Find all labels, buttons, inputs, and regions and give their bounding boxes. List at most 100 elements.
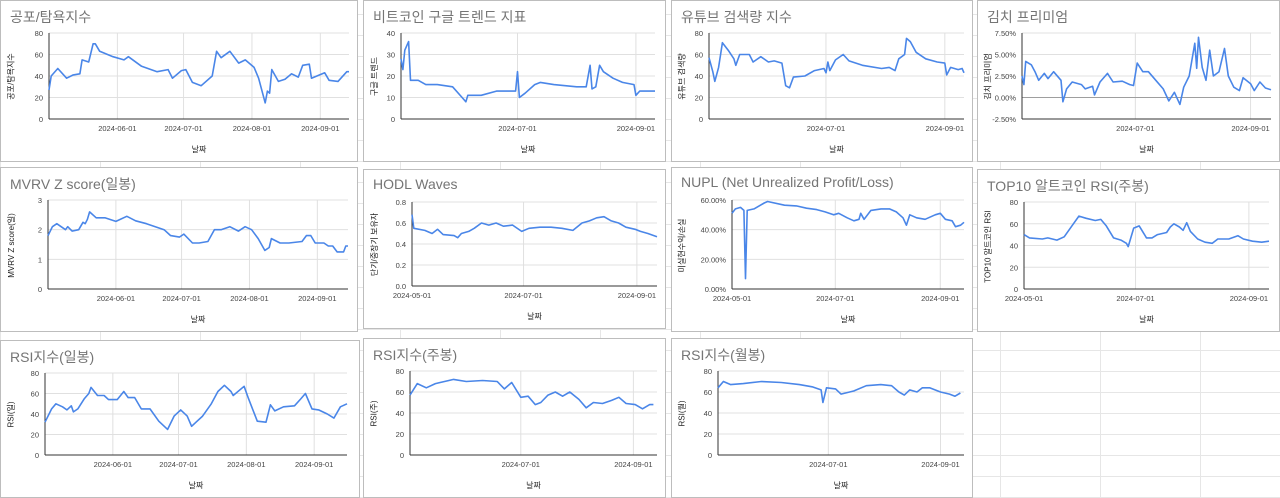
chart-card-rsi-weekly[interactable]: RSI지수(주봉) 2024-07-01 2024-09-01 0 20 40 60 80 RS… xyxy=(363,338,666,498)
x-tick-label: 2024-07-01 xyxy=(816,294,854,303)
y-tick-label: 0 xyxy=(708,451,712,460)
y-tick-label: 20 xyxy=(31,431,39,440)
line-chart: 2024-06-01 2024-07-01 2024-08-01 2024-09-01… xyxy=(31,369,348,469)
chart-title: RSI지수(월봉) xyxy=(681,347,766,363)
y-axis-title: 구글 트렌드 xyxy=(369,56,379,97)
x-tick-label: 2024-06-01 xyxy=(94,460,132,469)
y-axis-title: RSI(일) xyxy=(6,401,16,428)
y-tick-label: 20.00% xyxy=(701,255,727,264)
y-tick-label: 80 xyxy=(704,367,712,376)
y-axis-title: RSI(월) xyxy=(677,400,687,427)
chart-card-mvrv[interactable]: MVRV Z score(일봉) 2024-06-01 2024-07-01 2024… xyxy=(0,167,358,332)
x-axis-title: 날짜 xyxy=(527,312,542,321)
chart-title: 비트코인 구글 트렌드 지표 xyxy=(373,9,527,25)
x-tick-label: 2024-09-01 xyxy=(618,291,656,300)
chart-card-rsi-daily[interactable]: RSI지수(일봉) 2024-06-01 2024-07-01 2024-08-01 2… xyxy=(0,340,360,498)
y-tick-label: 80 xyxy=(31,369,39,378)
line-chart: 2024-05-01 2024-07-01 2024-09-01 0.0 0.2 0.4 0… xyxy=(393,198,658,300)
y-tick-label: 80 xyxy=(695,29,703,38)
chart-card-kimchi-premium[interactable]: 김치 프리미엄 2024-07-01 2024-09-01 -2.50% 0.00% 2.… xyxy=(977,0,1280,162)
y-tick-label: 0 xyxy=(38,285,42,294)
x-axis-title: 날짜 xyxy=(840,315,856,324)
x-axis-title: 날짜 xyxy=(188,481,204,490)
y-axis-title: 미실현수익/손실 xyxy=(677,218,687,272)
y-tick-label: 20 xyxy=(35,94,43,103)
y-tick-label: 0 xyxy=(699,115,703,124)
y-tick-label: 60 xyxy=(704,388,712,397)
y-tick-label: 40 xyxy=(396,409,404,418)
y-tick-label: 60 xyxy=(695,51,703,60)
y-tick-label: 60 xyxy=(31,390,39,399)
x-tick-label: 2024-09-01 xyxy=(926,124,964,133)
y-tick-label: 0 xyxy=(35,451,39,460)
chart-title: RSI지수(주봉) xyxy=(373,347,458,363)
y-tick-label: 10 xyxy=(387,94,395,103)
chart-card-google-trends[interactable]: 비트코인 구글 트렌드 지표 2024-07-01 2024-09-01 0 10 20 3… xyxy=(363,0,666,162)
x-axis-title: 날짜 xyxy=(191,145,207,154)
x-axis-title: 날짜 xyxy=(190,315,206,324)
y-axis-title: RSI(주) xyxy=(369,400,379,427)
chart-title: MVRV Z score(일봉) xyxy=(10,176,136,192)
x-tick-label: 2024-06-01 xyxy=(98,124,136,133)
series-line xyxy=(1023,215,1270,248)
x-tick-label: 2024-09-01 xyxy=(921,460,959,469)
y-tick-label: 0.4 xyxy=(396,240,406,249)
y-tick-label: 60 xyxy=(396,388,404,397)
y-tick-label: 60.00% xyxy=(701,196,727,205)
chart-title: 공포/탐욕지수 xyxy=(10,9,92,25)
x-tick-label: 2024-08-01 xyxy=(233,124,271,133)
x-axis-title: 날짜 xyxy=(1139,145,1154,154)
series-line xyxy=(47,211,348,253)
y-tick-label: 40.00% xyxy=(701,226,727,235)
x-tick-label: 2024-07-01 xyxy=(1116,124,1154,133)
line-chart: 2024-07-01 2024-09-01 -2.50% 0.00% 2.50% 5.00… xyxy=(992,29,1272,133)
y-tick-label: 20 xyxy=(387,72,395,81)
series-line xyxy=(731,200,965,280)
x-tick-label: 2024-09-01 xyxy=(1230,294,1268,303)
y-tick-label: 20 xyxy=(396,430,404,439)
x-tick-label: 2024-08-01 xyxy=(230,294,268,303)
y-tick-label: 2.50% xyxy=(995,72,1017,81)
y-axis-title: 김치 프리미엄 xyxy=(983,53,993,100)
chart-card-hodl-waves[interactable]: HODL Waves 2024-05-01 2024-07-01 2024-09-01… xyxy=(363,169,666,329)
y-tick-label: 40 xyxy=(387,29,395,38)
y-tick-label: 40 xyxy=(31,410,39,419)
line-chart: 2024-06-01 2024-07-01 2024-08-01 2024-09-01… xyxy=(38,196,348,303)
chart-card-youtube[interactable]: 유튜브 검색량 지수 2024-07-01 2024-09-01 0 20 40 60 80 유… xyxy=(671,0,973,162)
chart-card-top10-alt-rsi[interactable]: TOP10 알트코인 RSI(주봉) 2024-05-01 2024-07-01 20… xyxy=(977,169,1280,332)
series-line xyxy=(411,214,658,239)
y-tick-label: 40 xyxy=(35,72,43,81)
chart-card-fear-greed[interactable]: 공포/탐욕지수 2024-06-01 2024-07-01 2024-08-01 202… xyxy=(0,0,358,162)
x-tick-label: 2024-09-01 xyxy=(921,294,959,303)
chart-card-rsi-monthly[interactable]: RSI지수(월봉) 2024-07-01 2024-09-01 0 20 40 60 80 RS… xyxy=(671,338,973,498)
series-line xyxy=(44,384,348,431)
x-axis-title: 날짜 xyxy=(526,481,541,490)
y-tick-label: 60 xyxy=(1010,220,1018,229)
x-tick-label: 2024-07-01 xyxy=(809,460,847,469)
line-chart: 2024-06-01 2024-07-01 2024-08-01 2024-09-01… xyxy=(35,29,349,133)
x-axis-title: 날짜 xyxy=(1139,315,1154,324)
line-chart: 2024-07-01 2024-09-01 0 10 20 30 40 xyxy=(387,29,655,133)
x-tick-label: 2024-05-01 xyxy=(1005,294,1043,303)
y-tick-label: 7.50% xyxy=(995,29,1017,38)
x-axis-title: 날짜 xyxy=(829,145,844,154)
y-tick-label: 40 xyxy=(1010,242,1018,251)
x-tick-label: 2024-08-01 xyxy=(227,460,265,469)
x-tick-label: 2024-07-01 xyxy=(807,124,845,133)
line-chart: 2024-07-01 2024-09-01 0 20 40 60 80 xyxy=(704,367,964,469)
x-tick-label: 2024-05-01 xyxy=(393,291,431,300)
y-tick-label: 1 xyxy=(38,255,42,264)
series-line xyxy=(708,37,965,89)
y-tick-label: 2 xyxy=(38,226,42,235)
y-tick-label: 0.0 xyxy=(396,282,406,291)
x-tick-label: 2024-07-01 xyxy=(502,460,540,469)
x-tick-label: 2024-07-01 xyxy=(1116,294,1154,303)
x-tick-label: 2024-07-01 xyxy=(164,124,202,133)
x-tick-label: 2024-09-01 xyxy=(617,124,655,133)
line-chart: 2024-05-01 2024-07-01 2024-09-01 0 20 40 60 80 xyxy=(1005,198,1270,303)
chart-card-nupl[interactable]: NUPL (Net Unrealized Profit/Loss) 2024-05… xyxy=(671,167,973,332)
series-line xyxy=(400,40,655,103)
x-tick-label: 2024-06-01 xyxy=(97,294,135,303)
y-tick-label: -2.50% xyxy=(992,115,1016,124)
y-tick-label: 5.00% xyxy=(995,51,1017,60)
